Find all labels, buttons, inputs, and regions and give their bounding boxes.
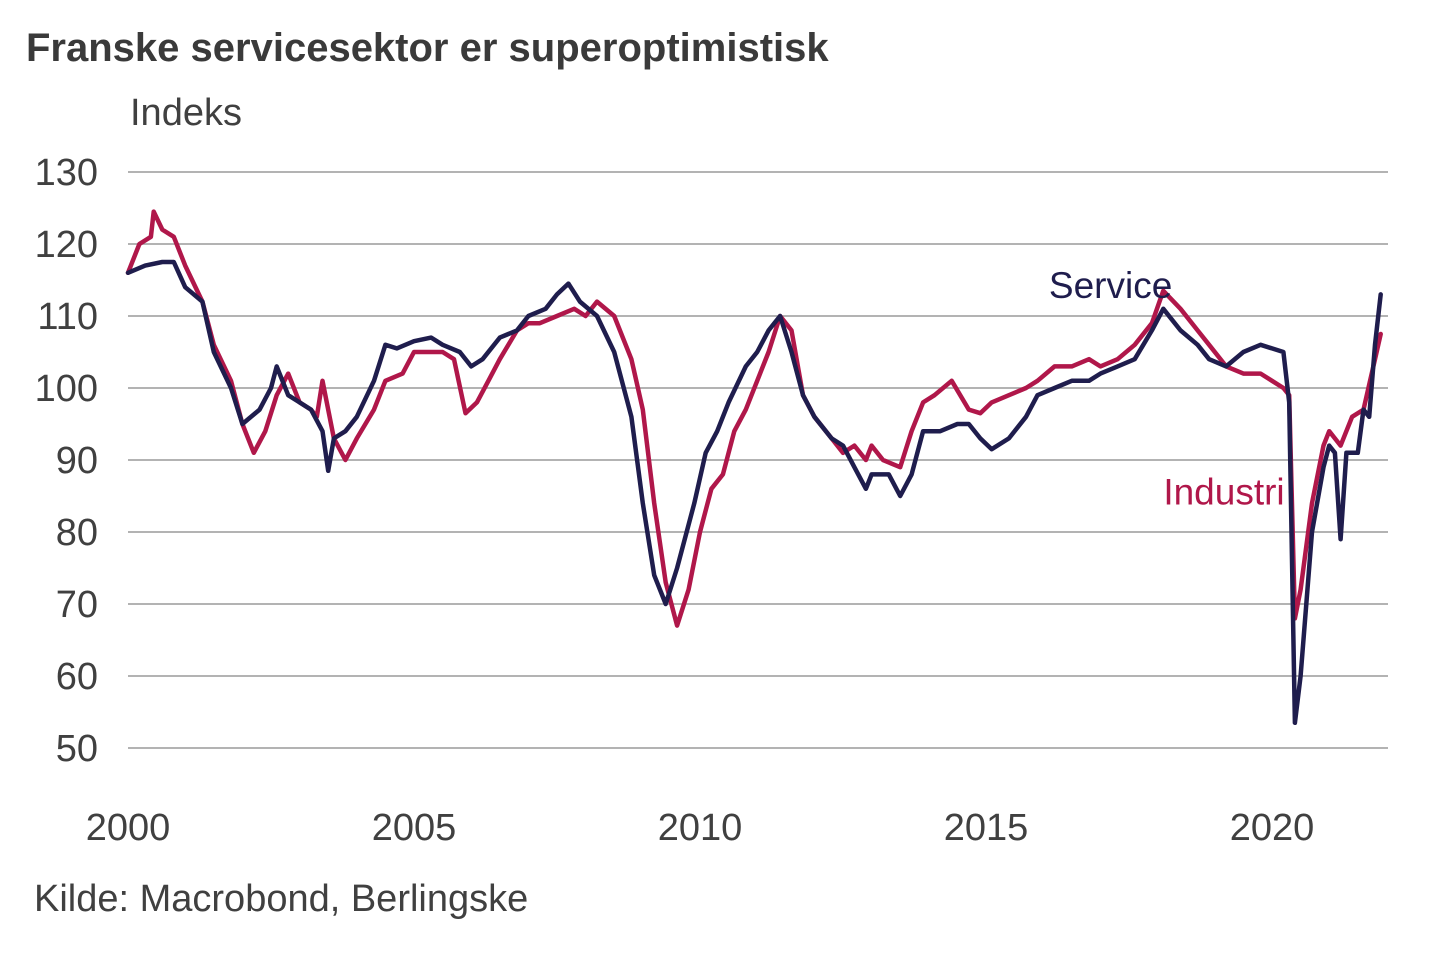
series-lines (125, 209, 1383, 726)
x-tick-2020: 2020 (1230, 807, 1315, 849)
source-note: Kilde: Macrobond, Berlingske (34, 878, 529, 920)
series-label-service: Service (1049, 265, 1172, 306)
y-tick-50: 50 (56, 728, 98, 770)
x-tick-2015: 2015 (944, 807, 1029, 849)
x-tick-2010: 2010 (658, 807, 743, 849)
y-tick-70: 70 (56, 584, 98, 626)
y-tick-130: 130 (35, 152, 98, 194)
y-tick-90: 90 (56, 440, 98, 482)
y-tick-80: 80 (56, 512, 98, 554)
y-tick-60: 60 (56, 656, 98, 698)
x-tick-2005: 2005 (372, 807, 457, 849)
y-tick-labels: 130 120 110 100 90 80 70 60 50 (35, 152, 98, 770)
series-line-service (125, 259, 1383, 726)
y-tick-120: 120 (35, 224, 98, 266)
x-tick-labels: 2000 2005 2010 2015 2020 (86, 807, 1315, 849)
grid-lines (128, 171, 1388, 749)
y-tick-110: 110 (37, 296, 98, 338)
series-label-industri: Industri (1163, 472, 1284, 513)
x-tick-2000: 2000 (86, 807, 171, 849)
y-tick-100: 100 (35, 368, 98, 410)
chart-title: Franske servicesektor er superoptimistis… (26, 26, 829, 70)
y-axis-label: Indeks (130, 92, 242, 134)
series-labels: Service Industri (1049, 265, 1285, 513)
